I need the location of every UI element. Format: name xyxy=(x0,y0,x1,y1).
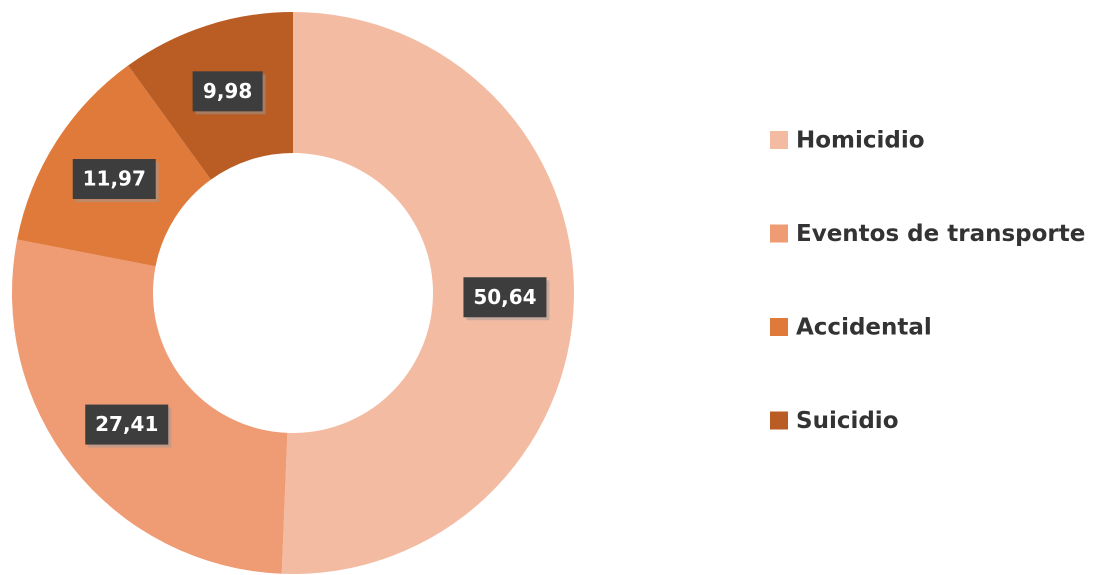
legend-label: Homicidio xyxy=(796,128,925,154)
label-box xyxy=(72,159,156,200)
legend-label: Eventos de transporte xyxy=(796,221,1085,247)
legend-swatch xyxy=(770,224,788,243)
label-box xyxy=(463,277,547,318)
data-label: 9,98 xyxy=(203,79,252,103)
donut-slice xyxy=(281,12,574,575)
legend-swatch xyxy=(770,131,788,149)
data-label: 11,97 xyxy=(83,167,146,191)
legend-swatch xyxy=(770,318,788,336)
data-label: 50,64 xyxy=(473,285,536,309)
data-label: 27,41 xyxy=(95,412,158,436)
legend-swatch xyxy=(770,411,788,430)
label-box xyxy=(192,71,263,112)
legend-label: Accidental xyxy=(796,315,932,341)
legend-label: Suicidio xyxy=(796,408,899,434)
label-box xyxy=(85,404,169,445)
